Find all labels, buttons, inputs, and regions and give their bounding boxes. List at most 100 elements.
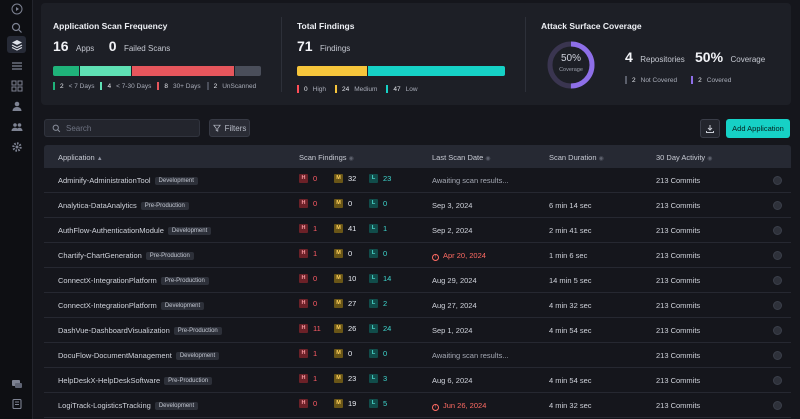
legend-label: 30+ Days [172,82,201,90]
more-options-icon[interactable] [773,401,782,410]
sort-icon[interactable]: ◉ [707,156,713,162]
column-activity[interactable]: 30 Day Activity ◉ [656,153,713,162]
more-options-icon[interactable] [773,201,782,210]
table-row[interactable]: DocuFlow-DocumentManagement Development H… [44,343,791,368]
high-count: 0 [313,399,318,408]
settings-icon[interactable] [9,139,24,154]
legend-label: Covered [706,76,732,84]
low-count: 23 [383,174,392,183]
table-row[interactable]: ConnectX-IntegrationPlatform Pre-Producti… [44,268,791,293]
low-count: 0 [383,349,388,358]
dashboard-icon[interactable] [9,78,24,93]
table-row[interactable]: ConnectX-IntegrationPlatform Development … [44,293,791,318]
filters-label: Filters [224,123,247,133]
search-box[interactable] [44,119,200,137]
high-count: 1 [313,374,318,383]
more-options-icon[interactable] [773,351,782,360]
list-icon[interactable] [9,58,24,73]
application-name[interactable]: Chartify-ChartGeneration [58,251,142,260]
book-icon[interactable] [9,396,24,411]
sort-icon[interactable]: ◉ [485,156,491,162]
application-name[interactable]: DocuFlow-DocumentManagement [58,351,172,360]
table-row[interactable]: Adminify-AdministrationTool Development H… [44,168,791,193]
environment-badge: Pre-Production [145,252,194,260]
low-count: 5 [383,399,388,408]
high-badge: H [299,299,308,308]
column-duration[interactable]: Scan Duration ◉ [549,153,604,162]
table-row[interactable]: HelpDeskX-HelpDeskSoftware Pre-Production… [44,368,791,393]
column-application[interactable]: Application ▲ [58,153,103,162]
chat-icon[interactable] [9,376,24,391]
more-options-icon[interactable] [773,301,782,310]
activity-commits: 213 Commits [656,401,701,410]
application-name[interactable]: DashVue-DashboardVisualization [58,326,170,335]
high-badge: H [299,349,308,358]
column-scan-findings[interactable]: Scan Findings ◉ [299,153,354,162]
high-badge: H [299,374,308,383]
apps-count: 16 [53,38,69,54]
scan-duration: 4 min 32 sec [549,301,592,310]
legend-swatch [206,82,209,90]
logo-icon[interactable] [9,1,24,16]
download-button[interactable] [700,119,720,138]
application-name[interactable]: Adminify-AdministrationTool [58,176,151,185]
high-count: 1 [313,224,318,233]
application-name[interactable]: Analytica-DataAnalytics [58,201,137,210]
legend-count: 24 [342,85,350,93]
legend-count: 2 [632,76,636,84]
activity-commits: 213 Commits [656,301,701,310]
legend-swatch [386,85,389,93]
more-options-icon[interactable] [773,176,782,185]
filters-button[interactable]: Filters [209,119,250,137]
medium-badge: M [334,199,343,208]
findings-count: 71 [297,38,313,54]
application-name[interactable]: LogiTrack-LogisticsTracking [58,401,151,410]
last-scan-cell: Aug 29, 2024 [432,276,477,285]
scan-frequency-counts: 16 Apps 0 Failed Scans [53,38,170,56]
scan-duration: 2 min 41 sec [549,226,592,235]
application-name[interactable]: HelpDeskX-HelpDeskSoftware [58,376,161,385]
scan-duration: 4 min 54 sec [549,376,592,385]
findings-legend: 0 High 24 Medium 47 Low [297,85,418,93]
more-options-icon[interactable] [773,251,782,260]
table-row[interactable]: AuthFlow-AuthenticationModule Development… [44,218,791,243]
sort-icon[interactable]: ◉ [598,156,604,162]
application-name[interactable]: AuthFlow-AuthenticationModule [58,226,164,235]
legend-label: Not Covered [640,76,678,84]
search-input[interactable] [66,123,186,133]
high-badge: H [299,324,308,333]
low-badge: L [369,399,378,408]
more-options-icon[interactable] [773,326,782,335]
application-cell: AuthFlow-AuthenticationModule Development [58,226,212,235]
card-divider [281,17,282,92]
scan-duration: 1 min 6 sec [549,251,588,260]
more-options-icon[interactable] [773,376,782,385]
application-name[interactable]: ConnectX-IntegrationPlatform [58,276,157,285]
more-options-icon[interactable] [773,276,782,285]
search-icon[interactable] [9,20,24,35]
last-scan-date: Apr 20, 2024 [443,251,486,260]
low-badge: L [369,224,378,233]
last-scan-cell: ! Apr 20, 2024 [432,251,486,261]
add-application-button[interactable]: Add Application [726,119,790,138]
team-icon[interactable] [9,119,24,134]
layers-icon[interactable] [7,36,26,53]
more-options-icon[interactable] [773,226,782,235]
sort-icon[interactable]: ▲ [96,156,103,162]
column-last-scan[interactable]: Last Scan Date ◉ [432,153,491,162]
table-row[interactable]: LogiTrack-LogisticsTracking Development H… [44,393,791,418]
table-row[interactable]: Chartify-ChartGeneration Pre-Production H… [44,243,791,268]
application-name[interactable]: ConnectX-IntegrationPlatform [58,301,157,310]
medium-count: 0 [348,199,353,208]
legend-label: High [312,85,326,93]
application-cell: ConnectX-IntegrationPlatform Development [58,301,205,310]
environment-badge: Pre-Production [160,277,209,285]
table-row[interactable]: DashVue-DashboardVisualization Pre-Produc… [44,318,791,343]
legend-count: 47 [393,85,401,93]
last-scan-cell: Awaiting scan results... [432,176,509,185]
sort-icon[interactable]: ◉ [348,156,354,162]
users-icon[interactable] [9,98,24,113]
